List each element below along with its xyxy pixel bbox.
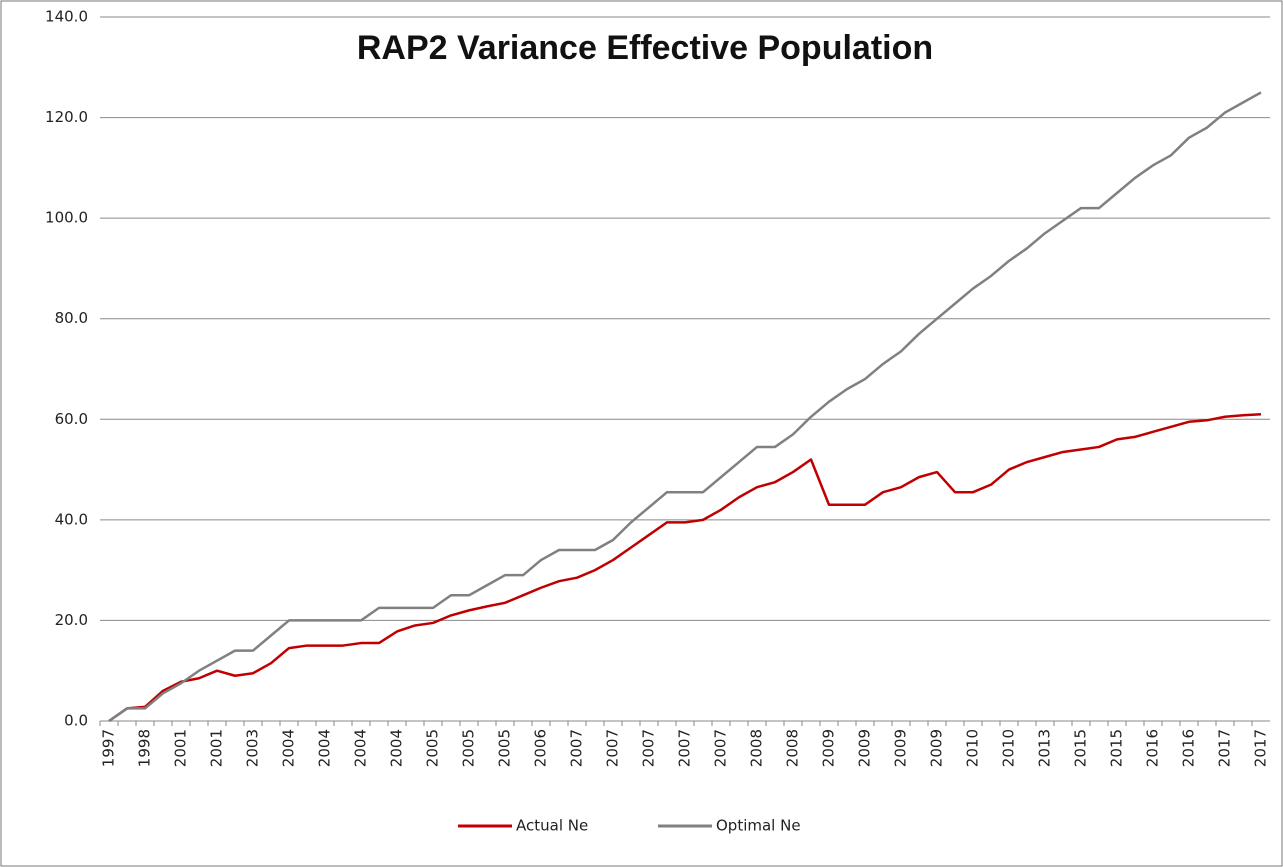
x-tick-label: 2010 — [964, 729, 982, 767]
x-tick-label: 2005 — [496, 729, 514, 767]
x-tick-label: 2005 — [460, 729, 478, 767]
x-tick-label: 2004 — [280, 729, 298, 767]
y-tick-label: 40.0 — [55, 510, 88, 528]
x-tick-label: 2017 — [1216, 729, 1234, 767]
x-tick-label: 2016 — [1144, 729, 1162, 767]
x-tick-label: 2007 — [712, 729, 730, 767]
y-tick-label: 140.0 — [45, 8, 88, 26]
x-tick-label: 2015 — [1108, 729, 1126, 767]
x-tick-label: 2013 — [1036, 729, 1054, 767]
x-tick-label: 1998 — [136, 729, 154, 767]
x-tick-label: 2008 — [748, 729, 766, 767]
x-tick-label: 2003 — [244, 729, 262, 767]
x-tick-label: 2004 — [388, 729, 406, 767]
x-tick-label: 2016 — [1180, 729, 1198, 767]
x-tick-label: 2015 — [1072, 729, 1090, 767]
x-tick-label: 2009 — [820, 729, 838, 767]
x-tick-label: 2010 — [1000, 729, 1018, 767]
x-tick-label: 2009 — [856, 729, 874, 767]
chart-title: RAP2 Variance Effective Population — [357, 29, 933, 67]
series-line — [108, 91, 1262, 723]
x-tick-label: 2004 — [352, 729, 370, 767]
y-tick-label: 20.0 — [55, 611, 88, 629]
y-tick-label: 120.0 — [45, 108, 88, 126]
x-tick-label: 2004 — [316, 729, 334, 767]
series-line — [108, 413, 1262, 723]
x-tick-label: 1997 — [100, 729, 118, 767]
x-tick-label: 2017 — [1252, 729, 1270, 767]
legend-label: Actual Ne — [516, 817, 588, 835]
x-tick-label: 2007 — [568, 729, 586, 767]
x-tick-label: 2007 — [676, 729, 694, 767]
x-tick-label: 2007 — [640, 729, 658, 767]
x-tick-label: 2009 — [892, 729, 910, 767]
y-tick-label: 60.0 — [55, 410, 88, 428]
x-tick-label: 2006 — [532, 729, 550, 767]
x-tick-label: 2005 — [424, 729, 442, 767]
x-tick-label: 2007 — [604, 729, 622, 767]
x-tick-label: 2001 — [172, 729, 190, 767]
y-tick-label: 100.0 — [45, 209, 88, 227]
x-tick-label: 2008 — [784, 729, 802, 767]
x-tick-label: 2001 — [208, 729, 226, 767]
legend-label: Optimal Ne — [716, 817, 801, 835]
y-tick-label: 80.0 — [55, 309, 88, 327]
y-tick-label: 0.0 — [64, 712, 88, 730]
x-tick-label: 2009 — [928, 729, 946, 767]
